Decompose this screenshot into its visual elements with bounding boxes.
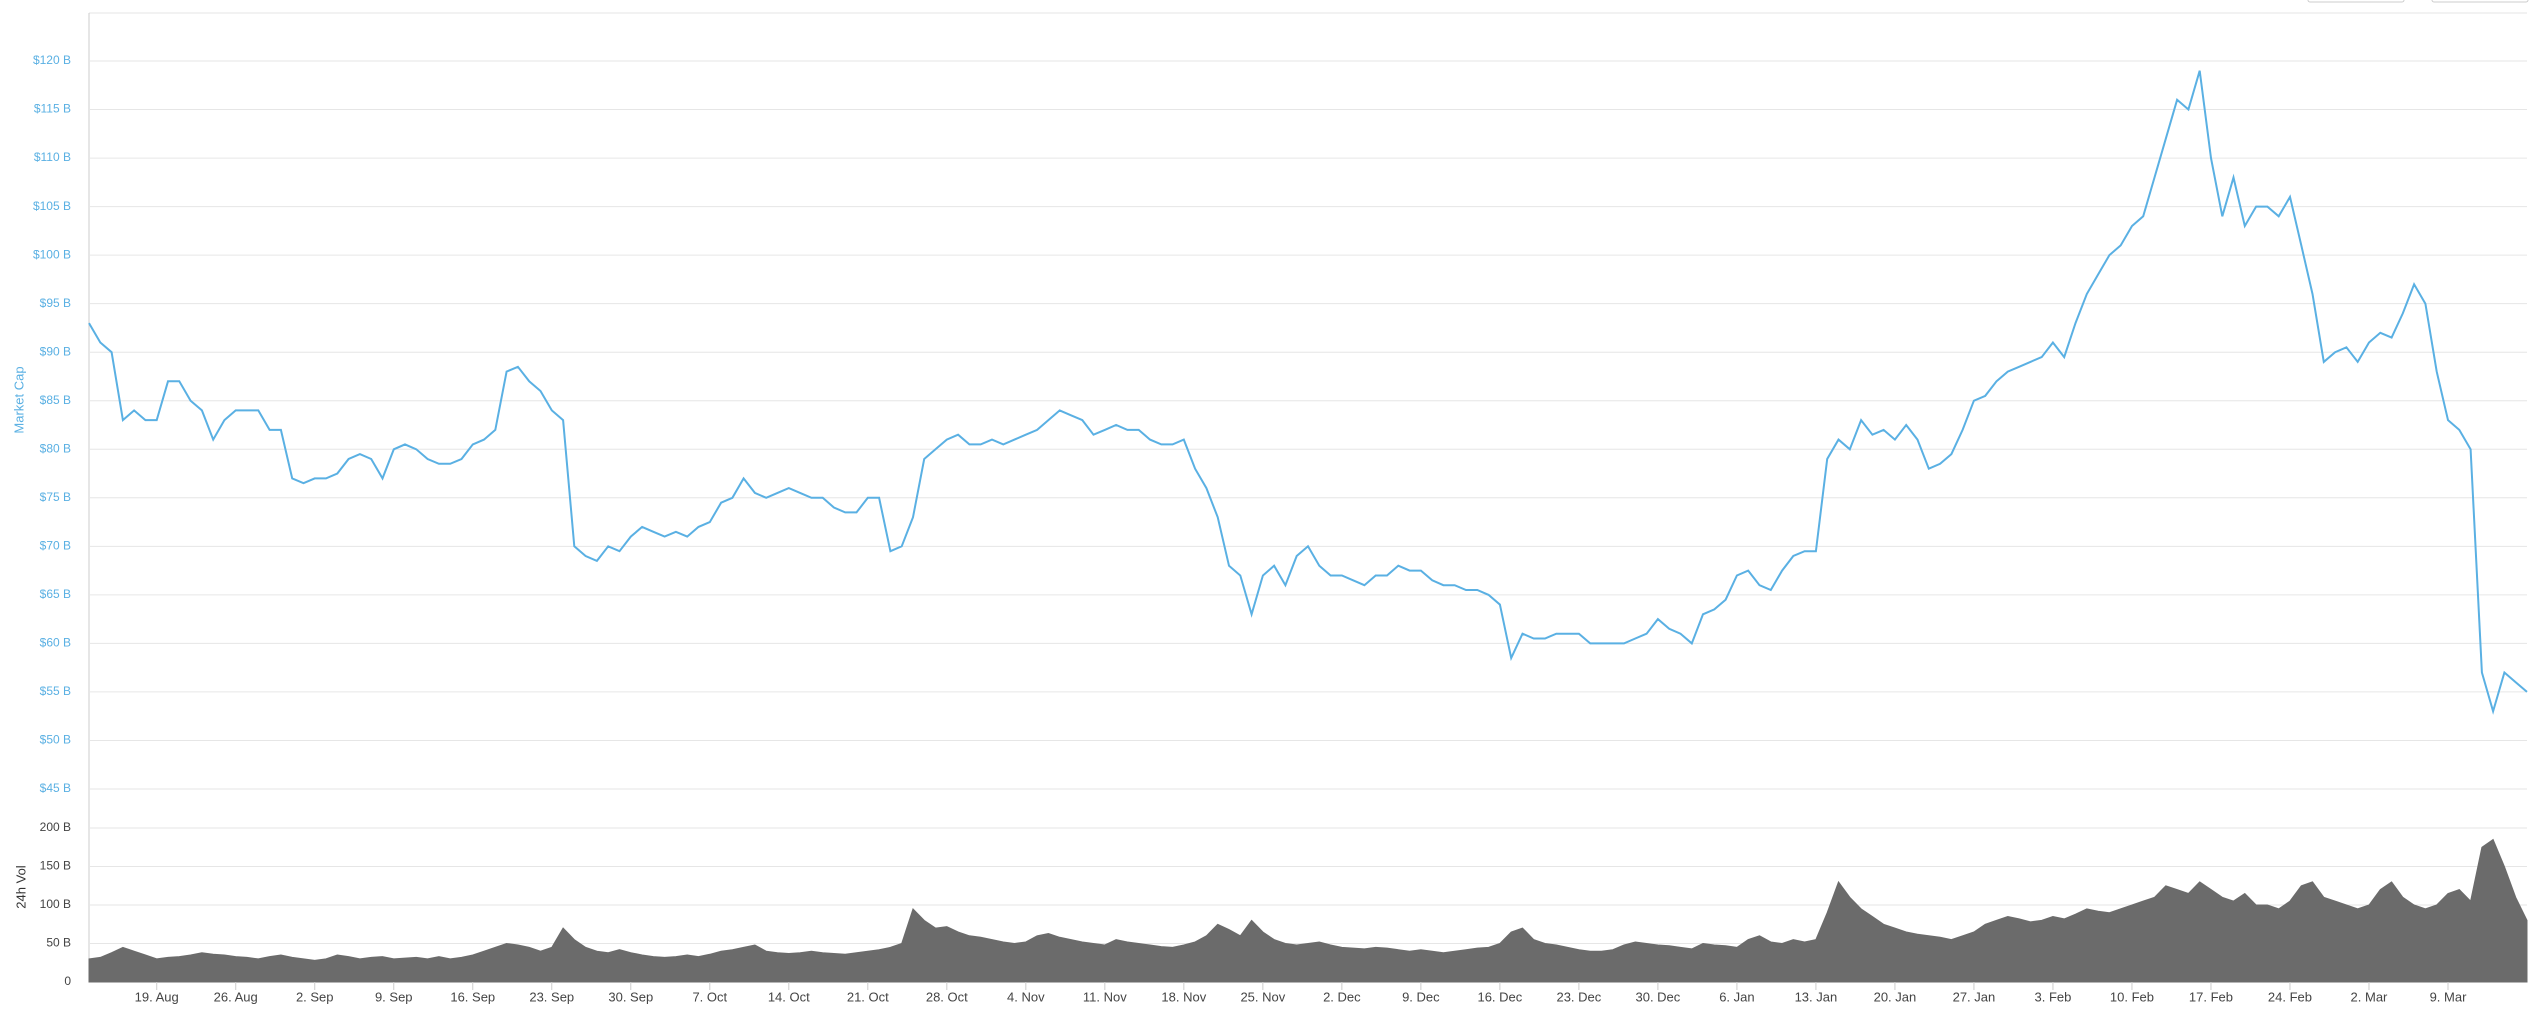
x-tick-label: 17. Feb — [2189, 989, 2233, 1004]
x-tick-label: 26. Aug — [214, 989, 258, 1004]
x-tick-label: 4. Nov — [1007, 989, 1045, 1004]
x-tick-label: 25. Nov — [1240, 989, 1285, 1004]
x-tick-label: 23. Dec — [1556, 989, 1601, 1004]
y-tick-label: 200 B — [40, 820, 71, 834]
x-tick-label: 9. Sep — [375, 989, 413, 1004]
y-tick-label: $75 B — [40, 490, 71, 504]
y-tick-label: $95 B — [40, 296, 71, 310]
volume-area — [88, 838, 2528, 983]
y-tick-label: $110 B — [34, 150, 71, 164]
market-cap-line — [88, 70, 2528, 715]
x-tick-label: 14. Oct — [768, 989, 810, 1004]
x-tick-label: 11. Nov — [1083, 989, 1127, 1004]
y-tick-label: $100 B — [33, 247, 71, 261]
x-tick-label: 16. Sep — [450, 989, 495, 1004]
y-tick-label: 150 B — [40, 859, 71, 873]
x-tick-label: 13. Jan — [1795, 989, 1838, 1004]
x-tick-label: 23. Sep — [529, 989, 574, 1004]
x-tick-label: 28. Oct — [926, 989, 968, 1004]
x-tick-label: 30. Dec — [1635, 989, 1680, 1004]
x-tick-label: 7. Oct — [692, 989, 727, 1004]
x-tick-label: 2. Dec — [1323, 989, 1361, 1004]
x-tick-label: 3. Feb — [2035, 989, 2072, 1004]
x-tick-label: 24. Feb — [2268, 989, 2312, 1004]
x-tick-label: 18. Nov — [1161, 989, 1206, 1004]
y-tick-label: $85 B — [40, 393, 71, 407]
y-tick-label: $65 B — [40, 587, 71, 601]
y-tick-label: 100 B — [40, 897, 71, 911]
x-tick-label: 30. Sep — [608, 989, 653, 1004]
y-axis-title: Market Cap — [11, 366, 26, 433]
y-tick-label: $55 B — [40, 684, 71, 698]
x-tick-label: 10. Feb — [2110, 989, 2154, 1004]
y-tick-label: $80 B — [40, 441, 71, 455]
y-tick-label: $115 B — [34, 102, 71, 116]
y-tick-label: 0 — [64, 974, 71, 988]
y-tick-label: 50 B — [46, 936, 71, 950]
x-tick-label: 21. Oct — [847, 989, 889, 1004]
x-tick-label: 9. Dec — [1402, 989, 1440, 1004]
y-tick-label: $90 B — [40, 344, 71, 358]
y-tick-label: $50 B — [40, 733, 71, 747]
x-tick-label: 16. Dec — [1477, 989, 1522, 1004]
x-tick-label: 6. Jan — [1719, 989, 1754, 1004]
x-tick-label: 27. Jan — [1953, 989, 1996, 1004]
y-tick-label: $60 B — [40, 636, 71, 650]
range-button[interactable] — [2307, 0, 2405, 3]
y-tick-label: $120 B — [33, 53, 71, 67]
x-tick-label: 20. Jan — [1874, 989, 1917, 1004]
y-tick-label: $105 B — [33, 199, 71, 213]
x-tick-label: 2. Sep — [296, 989, 334, 1004]
y-axis-title: 24h Vol — [13, 865, 28, 908]
y-tick-label: $45 B — [40, 781, 71, 795]
range-button[interactable] — [2431, 0, 2529, 3]
x-tick-label: 19. Aug — [135, 989, 179, 1004]
x-tick-label: 2. Mar — [2351, 989, 2389, 1004]
y-tick-label: $70 B — [40, 539, 71, 553]
x-tick-label: 9. Mar — [2430, 989, 2468, 1004]
